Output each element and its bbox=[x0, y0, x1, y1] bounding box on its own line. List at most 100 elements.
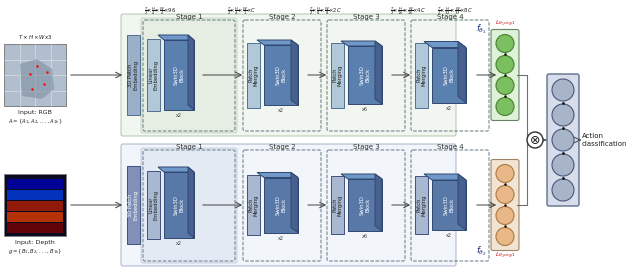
Polygon shape bbox=[7, 179, 63, 189]
Bar bbox=[415, 42, 428, 107]
Text: $\otimes$: $\otimes$ bbox=[529, 134, 541, 147]
Text: Swin3D
Block: Swin3D Block bbox=[173, 65, 184, 85]
FancyBboxPatch shape bbox=[141, 18, 237, 133]
Circle shape bbox=[527, 132, 543, 148]
Polygon shape bbox=[20, 59, 54, 99]
Polygon shape bbox=[458, 174, 466, 230]
Polygon shape bbox=[164, 172, 194, 238]
Circle shape bbox=[496, 165, 514, 183]
Bar bbox=[415, 176, 428, 234]
Text: x2: x2 bbox=[278, 235, 284, 240]
Text: x2: x2 bbox=[176, 241, 182, 246]
Text: $A=\{A_1,A_2,...,A_{1k}\}$: $A=\{A_1,A_2,...,A_{1k}\}$ bbox=[8, 117, 63, 126]
Text: Stage 2: Stage 2 bbox=[269, 144, 295, 150]
Polygon shape bbox=[188, 167, 194, 238]
Bar bbox=[147, 39, 160, 111]
Text: Stage 4: Stage 4 bbox=[436, 144, 463, 150]
Text: $f_{\theta_1}$: $f_{\theta_1}$ bbox=[476, 22, 487, 35]
Text: Patch
Merging: Patch Merging bbox=[248, 194, 259, 216]
Bar bbox=[247, 42, 260, 107]
Polygon shape bbox=[257, 173, 298, 178]
Text: $\frac{T}{2}{\times}\frac{H}{16}{\times}\frac{W}{16}{\times}4C$: $\frac{T}{2}{\times}\frac{H}{16}{\times}… bbox=[390, 5, 426, 17]
Text: x6: x6 bbox=[362, 234, 368, 239]
Text: $f_{\theta_2}$: $f_{\theta_2}$ bbox=[476, 244, 487, 258]
Polygon shape bbox=[7, 201, 63, 211]
Circle shape bbox=[496, 206, 514, 224]
Polygon shape bbox=[188, 35, 194, 110]
Polygon shape bbox=[375, 174, 382, 231]
Polygon shape bbox=[291, 40, 298, 105]
Polygon shape bbox=[424, 174, 466, 180]
Bar bbox=[331, 42, 344, 107]
Polygon shape bbox=[257, 40, 298, 45]
Circle shape bbox=[496, 55, 514, 73]
Text: Swin3D
Block: Swin3D Block bbox=[360, 65, 371, 85]
Text: Swin3D
Block: Swin3D Block bbox=[276, 65, 287, 85]
Text: Swin3D
Block: Swin3D Block bbox=[444, 195, 454, 215]
Polygon shape bbox=[164, 40, 194, 110]
FancyBboxPatch shape bbox=[491, 160, 519, 250]
Polygon shape bbox=[264, 45, 298, 105]
Text: Stage 1: Stage 1 bbox=[175, 14, 202, 20]
Bar bbox=[331, 176, 344, 234]
Circle shape bbox=[552, 154, 574, 176]
Polygon shape bbox=[432, 180, 466, 230]
Text: $\frac{T}{2}{\times}\frac{H}{8}{\times}\frac{W}{8}{\times}2C$: $\frac{T}{2}{\times}\frac{H}{8}{\times}\… bbox=[308, 5, 342, 17]
Polygon shape bbox=[341, 41, 382, 46]
Text: Swin3D
Block: Swin3D Block bbox=[360, 195, 371, 215]
Text: x2: x2 bbox=[446, 233, 452, 238]
Circle shape bbox=[552, 179, 574, 201]
Text: Patch
Merging: Patch Merging bbox=[248, 64, 259, 86]
FancyBboxPatch shape bbox=[491, 29, 519, 120]
Text: $L_{\theta_2 ceg1}$: $L_{\theta_2 ceg1}$ bbox=[495, 250, 515, 261]
Text: Linear
Embedding: Linear Embedding bbox=[148, 60, 159, 90]
Text: $\frac{T}{2}{\times}\frac{H}{4}{\times}\frac{W}{1}{\times}C$: $\frac{T}{2}{\times}\frac{H}{4}{\times}\… bbox=[227, 5, 257, 17]
Text: x2: x2 bbox=[446, 106, 452, 111]
Bar bbox=[4, 44, 66, 106]
Polygon shape bbox=[458, 42, 466, 102]
Polygon shape bbox=[7, 190, 63, 200]
Polygon shape bbox=[158, 167, 194, 172]
Polygon shape bbox=[348, 46, 382, 104]
Text: Patch
Merging: Patch Merging bbox=[332, 64, 343, 86]
Text: $g=\{B_1,B_2,...,B_{1k}\}$: $g=\{B_1,B_2,...,B_{1k}\}$ bbox=[8, 247, 62, 256]
Text: Swin3D
Block: Swin3D Block bbox=[276, 195, 287, 215]
Text: $\frac{T}{2}{\times}\frac{H}{32}{\times}\frac{W}{32}{\times}8C$: $\frac{T}{2}{\times}\frac{H}{32}{\times}… bbox=[437, 5, 473, 17]
Circle shape bbox=[496, 98, 514, 116]
Text: Input: RGB: Input: RGB bbox=[18, 110, 52, 115]
Text: Stage 1: Stage 1 bbox=[175, 144, 202, 150]
Text: x2: x2 bbox=[278, 108, 284, 113]
Text: Patch
Merging: Patch Merging bbox=[416, 64, 427, 86]
Text: 3D Patch
Embedding: 3D Patch Embedding bbox=[128, 60, 139, 90]
Polygon shape bbox=[291, 173, 298, 232]
Text: x6: x6 bbox=[362, 107, 368, 112]
Polygon shape bbox=[375, 41, 382, 104]
Circle shape bbox=[496, 227, 514, 245]
FancyBboxPatch shape bbox=[121, 144, 456, 266]
FancyBboxPatch shape bbox=[121, 14, 456, 136]
Text: Stage 3: Stage 3 bbox=[353, 144, 380, 150]
Circle shape bbox=[496, 76, 514, 94]
Circle shape bbox=[552, 129, 574, 151]
Circle shape bbox=[552, 104, 574, 126]
Polygon shape bbox=[424, 42, 466, 47]
Polygon shape bbox=[348, 179, 382, 231]
FancyBboxPatch shape bbox=[547, 74, 579, 206]
Circle shape bbox=[496, 186, 514, 204]
Bar bbox=[147, 171, 160, 239]
Text: Linear
Embedding: Linear Embedding bbox=[148, 190, 159, 220]
Bar bbox=[127, 166, 140, 244]
FancyBboxPatch shape bbox=[141, 148, 237, 263]
Text: x2: x2 bbox=[176, 113, 182, 118]
Text: 3D Patch
Embedding: 3D Patch Embedding bbox=[128, 190, 139, 220]
Text: Action
classification: Action classification bbox=[582, 134, 627, 147]
Text: $\frac{T}{2}{\times}\frac{H}{4}{\times}\frac{W}{4}{\times}96$: $\frac{T}{2}{\times}\frac{H}{4}{\times}\… bbox=[144, 5, 176, 17]
Text: $T\times H\times Wx3$: $T\times H\times Wx3$ bbox=[18, 33, 52, 41]
Polygon shape bbox=[7, 223, 63, 233]
Polygon shape bbox=[7, 212, 63, 222]
Bar bbox=[247, 175, 260, 235]
Polygon shape bbox=[432, 47, 466, 102]
Bar bbox=[127, 35, 140, 115]
Text: Patch
Merging: Patch Merging bbox=[416, 194, 427, 216]
Text: $L_{\theta_1 ceg1}$: $L_{\theta_1 ceg1}$ bbox=[495, 19, 515, 29]
